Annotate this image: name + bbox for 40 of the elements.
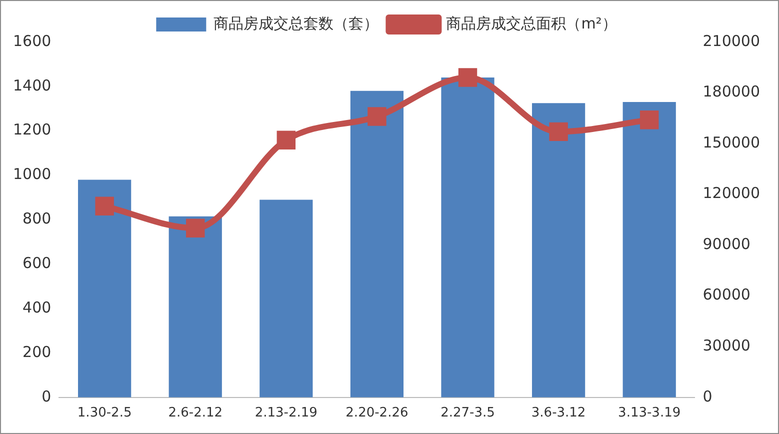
x-tick-label: 2.13-2.19: [254, 406, 318, 421]
y2-tick-label: 60000: [702, 286, 750, 304]
x-tick-label: 3.6-3.12: [531, 406, 586, 421]
y-tick-label: 1400: [12, 76, 52, 94]
x-tick-label: 1.30-2.5: [77, 406, 132, 421]
x-tick-label: 2.20-2.26: [346, 406, 408, 421]
bar: [78, 180, 132, 398]
point: [549, 122, 568, 142]
y2-tick-label: 180000: [702, 82, 760, 101]
bar: [622, 102, 676, 398]
y-tick-label: 0: [42, 387, 52, 406]
y-tick-label: 600: [22, 254, 52, 272]
bar: [168, 216, 222, 398]
y2-tick-label: 150000: [702, 133, 760, 152]
y-tick-label: 200: [22, 342, 52, 361]
legend-label: 商品房成交总套数（套）: [214, 14, 379, 32]
y-tick-label: 1200: [12, 120, 52, 139]
y-tick-label: 400: [22, 298, 52, 316]
y2-tick-label: 210000: [702, 32, 760, 50]
point: [640, 110, 659, 130]
point: [186, 218, 205, 238]
point: [276, 130, 296, 150]
y-tick-label: 1000: [12, 165, 52, 184]
bar: [260, 200, 313, 398]
bar: [532, 103, 586, 398]
bar: [350, 90, 404, 398]
legend-label: 商品房成交总面积（m²）: [446, 14, 617, 32]
point: [368, 107, 386, 126]
x-tick-label: 3.13-3.19: [618, 406, 681, 421]
y2-tick-label: 120000: [702, 184, 760, 202]
x-tick-label: 2.6-2.12: [168, 406, 223, 421]
y-tick-label: 1600: [12, 32, 52, 50]
point: [458, 68, 478, 87]
y2-tick-label: 30000: [702, 336, 750, 355]
bar: [441, 78, 494, 398]
x-tick-label: 2.27-3.5: [440, 406, 495, 421]
y2-tick-label: 90000: [702, 234, 750, 253]
point: [95, 196, 114, 216]
y-tick-label: 800: [22, 210, 52, 228]
y2-tick-label: 0: [702, 387, 712, 406]
